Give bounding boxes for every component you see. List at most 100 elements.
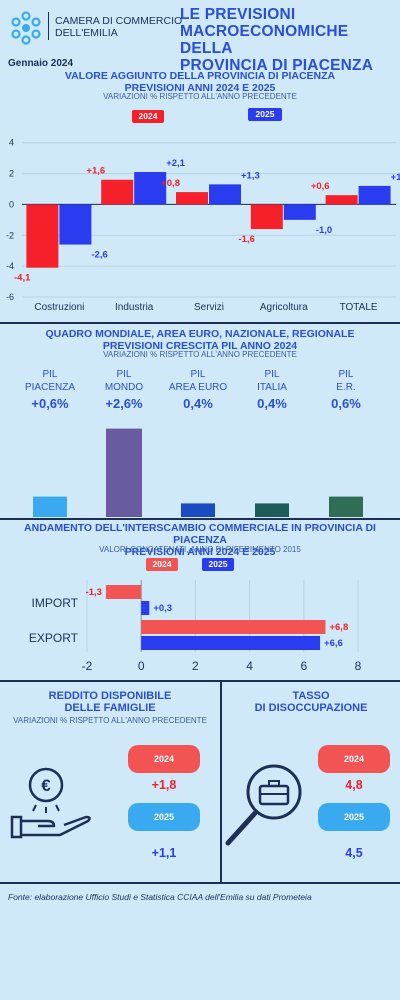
x-tick-label: 0	[138, 659, 145, 673]
income-2025-pill: 2025	[128, 803, 200, 831]
pil-bar-1	[106, 428, 142, 517]
bar-2024-totale	[325, 195, 358, 205]
unemployment-2024-pill: 2024	[318, 745, 390, 773]
pil-label-2: PIL AREA EURO 0,4%	[163, 368, 233, 411]
value-added-chart: -6 -4 -2 0 2 4 -4,1 -2,6 Costruzioni +1,6 +2,1 Indu…	[6, 138, 400, 313]
trade-bar-2024-import	[105, 585, 142, 599]
unemployment-title: TASSO DI DISOCCUPAZIONE	[222, 690, 400, 714]
data-label: +1,2	[391, 172, 400, 183]
data-label: +2,1	[166, 158, 185, 169]
pil-label-3: PIL ITALIA 0,4%	[237, 368, 307, 411]
title-line-1: LE PREVISIONI	[180, 6, 296, 23]
x-tick-label: 2	[192, 659, 199, 673]
y-tick-label: -2	[6, 230, 14, 240]
pil-growth-chart	[33, 428, 363, 517]
y-tick-label: -4	[6, 261, 14, 271]
section-divider-4	[0, 882, 400, 884]
data-label: +1,6	[86, 166, 105, 177]
income-title-line1: REDDITO DISPONIBILE	[48, 690, 172, 702]
category-label: Costruzioni	[34, 302, 84, 313]
bar-2024-servizi	[176, 192, 208, 205]
pil-value: 0,6%	[331, 396, 361, 411]
magnifier-briefcase-icon	[225, 764, 302, 846]
data-label: +1,3	[241, 170, 260, 181]
data-label: +0,6	[311, 181, 330, 192]
data-label: +0,3	[153, 603, 172, 614]
unemployment-2024-value: 4,8	[345, 778, 363, 792]
y-tick-label: 0	[9, 199, 14, 209]
trade-legend-2025-badge: 2025	[202, 558, 234, 571]
pil-bar-3	[255, 503, 289, 517]
pil-label-line1: PIL	[116, 369, 132, 380]
section3-title: ANDAMENTO DELL'INTERSCAMBIO COMMERCIALE …	[0, 522, 400, 558]
pil-label-line2: PIACENZA	[24, 382, 75, 393]
y-tick-label: 2	[9, 169, 14, 179]
unemployment-title-line1: TASSO	[292, 690, 330, 702]
income-2024-pill: 2024	[128, 745, 200, 773]
logo-line-1: CAMERA DI COMMERCIO	[55, 15, 183, 27]
income-2024-value: +1,8	[151, 778, 177, 792]
trade-legend-2024-badge: 2024	[146, 558, 178, 571]
pil-label-line2: ITALIA	[257, 382, 287, 393]
euro-hand-icon: €	[10, 767, 91, 839]
data-label: +6,8	[329, 622, 348, 633]
pil-label-line1: PIL	[190, 369, 206, 380]
bar-2025-agricoltura	[283, 204, 316, 220]
unemployment-title-line2: DI DISOCCUPAZIONE	[254, 702, 368, 714]
logo-divider	[48, 12, 49, 40]
y-tick-label: 4	[9, 138, 14, 148]
data-label: -2,6	[91, 250, 107, 261]
section1-title: VALORE AGGIUNTO DELLA PROVINCIA DI PIACE…	[0, 70, 400, 94]
trade-chart: -2 0 2 4 6 8 IMPORT -1,3 +0,3 EXPORT +6,8 +6,6	[29, 580, 362, 673]
section2-subtitle: VARIAZIONI % RISPETTO ALL'ANNO PRECEDENT…	[103, 350, 297, 359]
category-label: TOTALE	[340, 302, 378, 313]
data-label: +6,6	[324, 638, 343, 649]
x-tick-label: 6	[300, 659, 307, 673]
x-tick-label: -2	[82, 659, 93, 673]
category-label: EXPORT	[29, 631, 79, 645]
category-label: Servizi	[194, 302, 224, 313]
section-divider-2	[0, 518, 400, 520]
pil-label-line1: PIL	[264, 369, 280, 380]
data-label: +0,8	[161, 178, 180, 189]
trade-bar-2025-import	[141, 601, 150, 615]
logo-line-2: DELL'EMILIA	[55, 27, 118, 39]
section3-title-line2: PREVISIONI ANNI 2024 E 2025	[124, 546, 276, 558]
unemployment-2025-pill: 2025	[318, 803, 390, 831]
bar-2024-industria	[101, 179, 134, 205]
x-tick-label: 4	[246, 659, 253, 673]
pil-value: +2,6%	[105, 396, 143, 411]
pil-label-line1: PIL	[338, 369, 354, 380]
income-subtitle: VARIAZIONI % RISPETTO ALL'ANNO PRECEDENT…	[13, 716, 207, 725]
data-label: -1,3	[86, 587, 102, 598]
pil-label-0: PIL PIACENZA +0,6%	[15, 368, 85, 411]
svg-text:€: €	[41, 776, 51, 795]
source-note: Fonte: elaborazione Ufficio Studi e Stat…	[8, 892, 312, 902]
legend-2024-badge: 2024	[132, 110, 164, 123]
page-title: LE PREVISIONI MACROECONOMICHE DELLA PROV…	[180, 6, 395, 74]
bar-2024-agricoltura	[250, 204, 283, 230]
income-title: REDDITO DISPONIBILE DELLE FAMIGLIE	[0, 690, 220, 714]
category-label: IMPORT	[32, 596, 79, 610]
section1-title-line2: PREVISIONI ANNI 2024 E 2025	[124, 82, 276, 94]
data-label: -4,1	[14, 273, 31, 284]
pil-bar-2	[181, 503, 215, 517]
data-label: -1,0	[316, 225, 332, 236]
pil-label-1: PIL MONDO +2,6%	[89, 368, 159, 411]
unemployment-2025-value: 4,5	[345, 846, 363, 860]
trade-bar-2024-export	[141, 620, 326, 634]
title-line-3: PROVINCIA DI PIACENZA	[180, 57, 374, 74]
pil-value: 0,4%	[257, 396, 287, 411]
trade-bar-2025-export	[141, 636, 321, 650]
pil-bar-4	[329, 496, 363, 517]
section2-title: QUADRO MONDIALE, AREA EURO, NAZIONALE, R…	[0, 328, 400, 352]
y-tick-label: -6	[6, 292, 14, 302]
chamber-name: CAMERA DI COMMERCIO DELL'EMILIA	[55, 15, 182, 39]
title-line-2: MACROECONOMICHE DELLA	[180, 23, 349, 57]
section3-title-line1: ANDAMENTO DELL'INTERSCAMBIO COMMERCIALE …	[24, 522, 376, 546]
pil-label-4: PIL E.R. 0,6%	[311, 368, 381, 411]
category-label: Industria	[115, 302, 154, 313]
section2-title-line2: PREVISIONI CRESCITA PIL ANNO 2024	[102, 340, 298, 352]
legend-2025-badge: 2025	[248, 108, 282, 121]
bar-2025-industria	[134, 172, 167, 205]
